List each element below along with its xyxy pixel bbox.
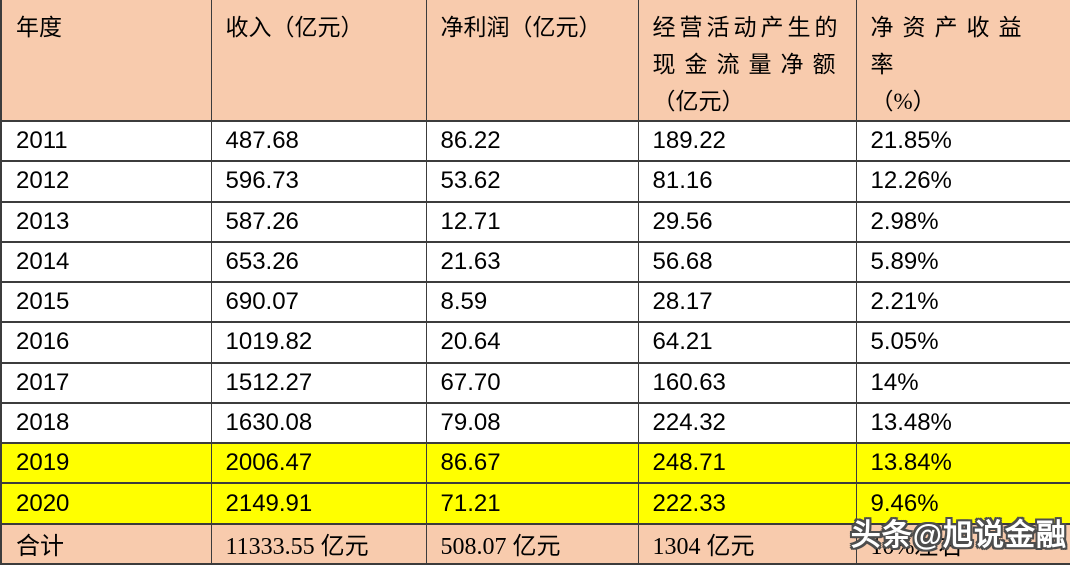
cell-revenue: 587.26	[210, 200, 427, 243]
cell-net-profit: 86.22	[425, 119, 639, 163]
header-op-cashflow: 经营活动产生的 现金流量净额 （亿元）	[637, 0, 857, 122]
cell-revenue: 2006.47	[210, 442, 427, 485]
cell-year: 2018	[0, 401, 212, 445]
table-row-total: 合计 11333.55 亿元 508.07 亿元 1304 亿元 10%左右	[0, 522, 1070, 565]
cell-op-cashflow: 29.56	[637, 200, 857, 243]
cell-year: 2016	[0, 321, 212, 364]
cell-roe: 5.05%	[855, 321, 1070, 364]
cell-net-profit: 508.07 亿元	[425, 522, 639, 565]
table-row-2017: 2017 1512.27 67.70 160.63 14%	[0, 361, 1070, 404]
header-row: 年度 收入（亿元） 净利润（亿元） 经营活动产生的 现金流量净额 （亿元） 净资…	[0, 0, 1070, 122]
cell-op-cashflow: 160.63	[637, 361, 857, 404]
cell-revenue: 1512.27	[210, 361, 427, 404]
cell-net-profit: 20.64	[425, 321, 639, 364]
cell-net-profit: 8.59	[425, 281, 639, 324]
cell-op-cashflow: 28.17	[637, 281, 857, 324]
table-row-2019-highlighted: 2019 2006.47 86.67 248.71 13.84%	[0, 442, 1070, 485]
table-row-2011: 2011 487.68 86.22 189.22 21.85%	[0, 119, 1070, 163]
header-year: 年度	[0, 0, 212, 122]
cell-roe: 12.26%	[855, 160, 1070, 203]
table-row-2015: 2015 690.07 8.59 28.17 2.21%	[0, 281, 1070, 324]
table-row-2020-highlighted: 2020 2149.91 71.21 222.33 9.46%	[0, 482, 1070, 525]
header-revenue: 收入（亿元）	[210, 0, 427, 122]
cell-year: 合计	[0, 522, 212, 565]
cell-year: 2019	[0, 442, 212, 485]
cell-revenue: 487.68	[210, 119, 427, 163]
cell-revenue: 11333.55 亿元	[210, 522, 427, 565]
cell-op-cashflow: 189.22	[637, 119, 857, 163]
cell-year: 2011	[0, 119, 212, 163]
cell-op-cashflow: 1304 亿元	[637, 522, 857, 565]
cell-revenue: 596.73	[210, 160, 427, 203]
header-op-cashflow-line1: 经营活动产生的	[652, 15, 842, 40]
table-row-2018: 2018 1630.08 79.08 224.32 13.48%	[0, 401, 1070, 445]
cell-roe: 21.85%	[855, 119, 1070, 163]
header-op-cashflow-line3: （亿元）	[652, 89, 745, 114]
cell-year: 2013	[0, 200, 212, 243]
cell-roe: 2.98%	[855, 200, 1070, 243]
cell-revenue: 1630.08	[210, 401, 427, 445]
cell-year: 2012	[0, 160, 212, 203]
cell-roe: 13.48%	[855, 401, 1070, 445]
table-row-2013: 2013 587.26 12.71 29.56 2.98%	[0, 200, 1070, 243]
cell-roe: 14%	[855, 361, 1070, 404]
cell-revenue: 2149.91	[210, 482, 427, 525]
cell-roe: 5.89%	[855, 240, 1070, 284]
table-row-2014: 2014 653.26 21.63 56.68 5.89%	[0, 240, 1070, 284]
cell-op-cashflow: 224.32	[637, 401, 857, 445]
cell-revenue: 690.07	[210, 281, 427, 324]
cell-net-profit: 12.71	[425, 200, 639, 243]
cell-roe: 13.84%	[855, 442, 1070, 485]
cell-roe: 9.46%	[855, 482, 1070, 525]
cell-year: 2015	[0, 281, 212, 324]
cell-op-cashflow: 64.21	[637, 321, 857, 364]
header-roe: 净资产收益率 （%）	[855, 0, 1070, 122]
header-net-profit: 净利润（亿元）	[425, 0, 639, 122]
header-op-cashflow-line2: 现金流量净额	[652, 52, 845, 77]
cell-year: 2014	[0, 240, 212, 284]
cell-revenue: 1019.82	[210, 321, 427, 364]
cell-op-cashflow: 222.33	[637, 482, 857, 525]
table-row-2016: 2016 1019.82 20.64 64.21 5.05%	[0, 321, 1070, 364]
cell-op-cashflow: 81.16	[637, 160, 857, 203]
header-roe-line2: （%）	[870, 89, 936, 114]
cell-year: 2020	[0, 482, 212, 525]
cell-roe: 10%左右	[855, 522, 1070, 565]
cell-net-profit: 86.67	[425, 442, 639, 485]
cell-roe: 2.21%	[855, 281, 1070, 324]
cell-op-cashflow: 248.71	[637, 442, 857, 485]
cell-op-cashflow: 56.68	[637, 240, 857, 284]
header-roe-line1: 净资产收益率	[870, 15, 1031, 77]
cell-net-profit: 53.62	[425, 160, 639, 203]
cell-revenue: 653.26	[210, 240, 427, 284]
cell-net-profit: 79.08	[425, 401, 639, 445]
cell-net-profit: 71.21	[425, 482, 639, 525]
cell-net-profit: 21.63	[425, 240, 639, 284]
cell-net-profit: 67.70	[425, 361, 639, 404]
table-row-2012: 2012 596.73 53.62 81.16 12.26%	[0, 160, 1070, 203]
cell-year: 2017	[0, 361, 212, 404]
